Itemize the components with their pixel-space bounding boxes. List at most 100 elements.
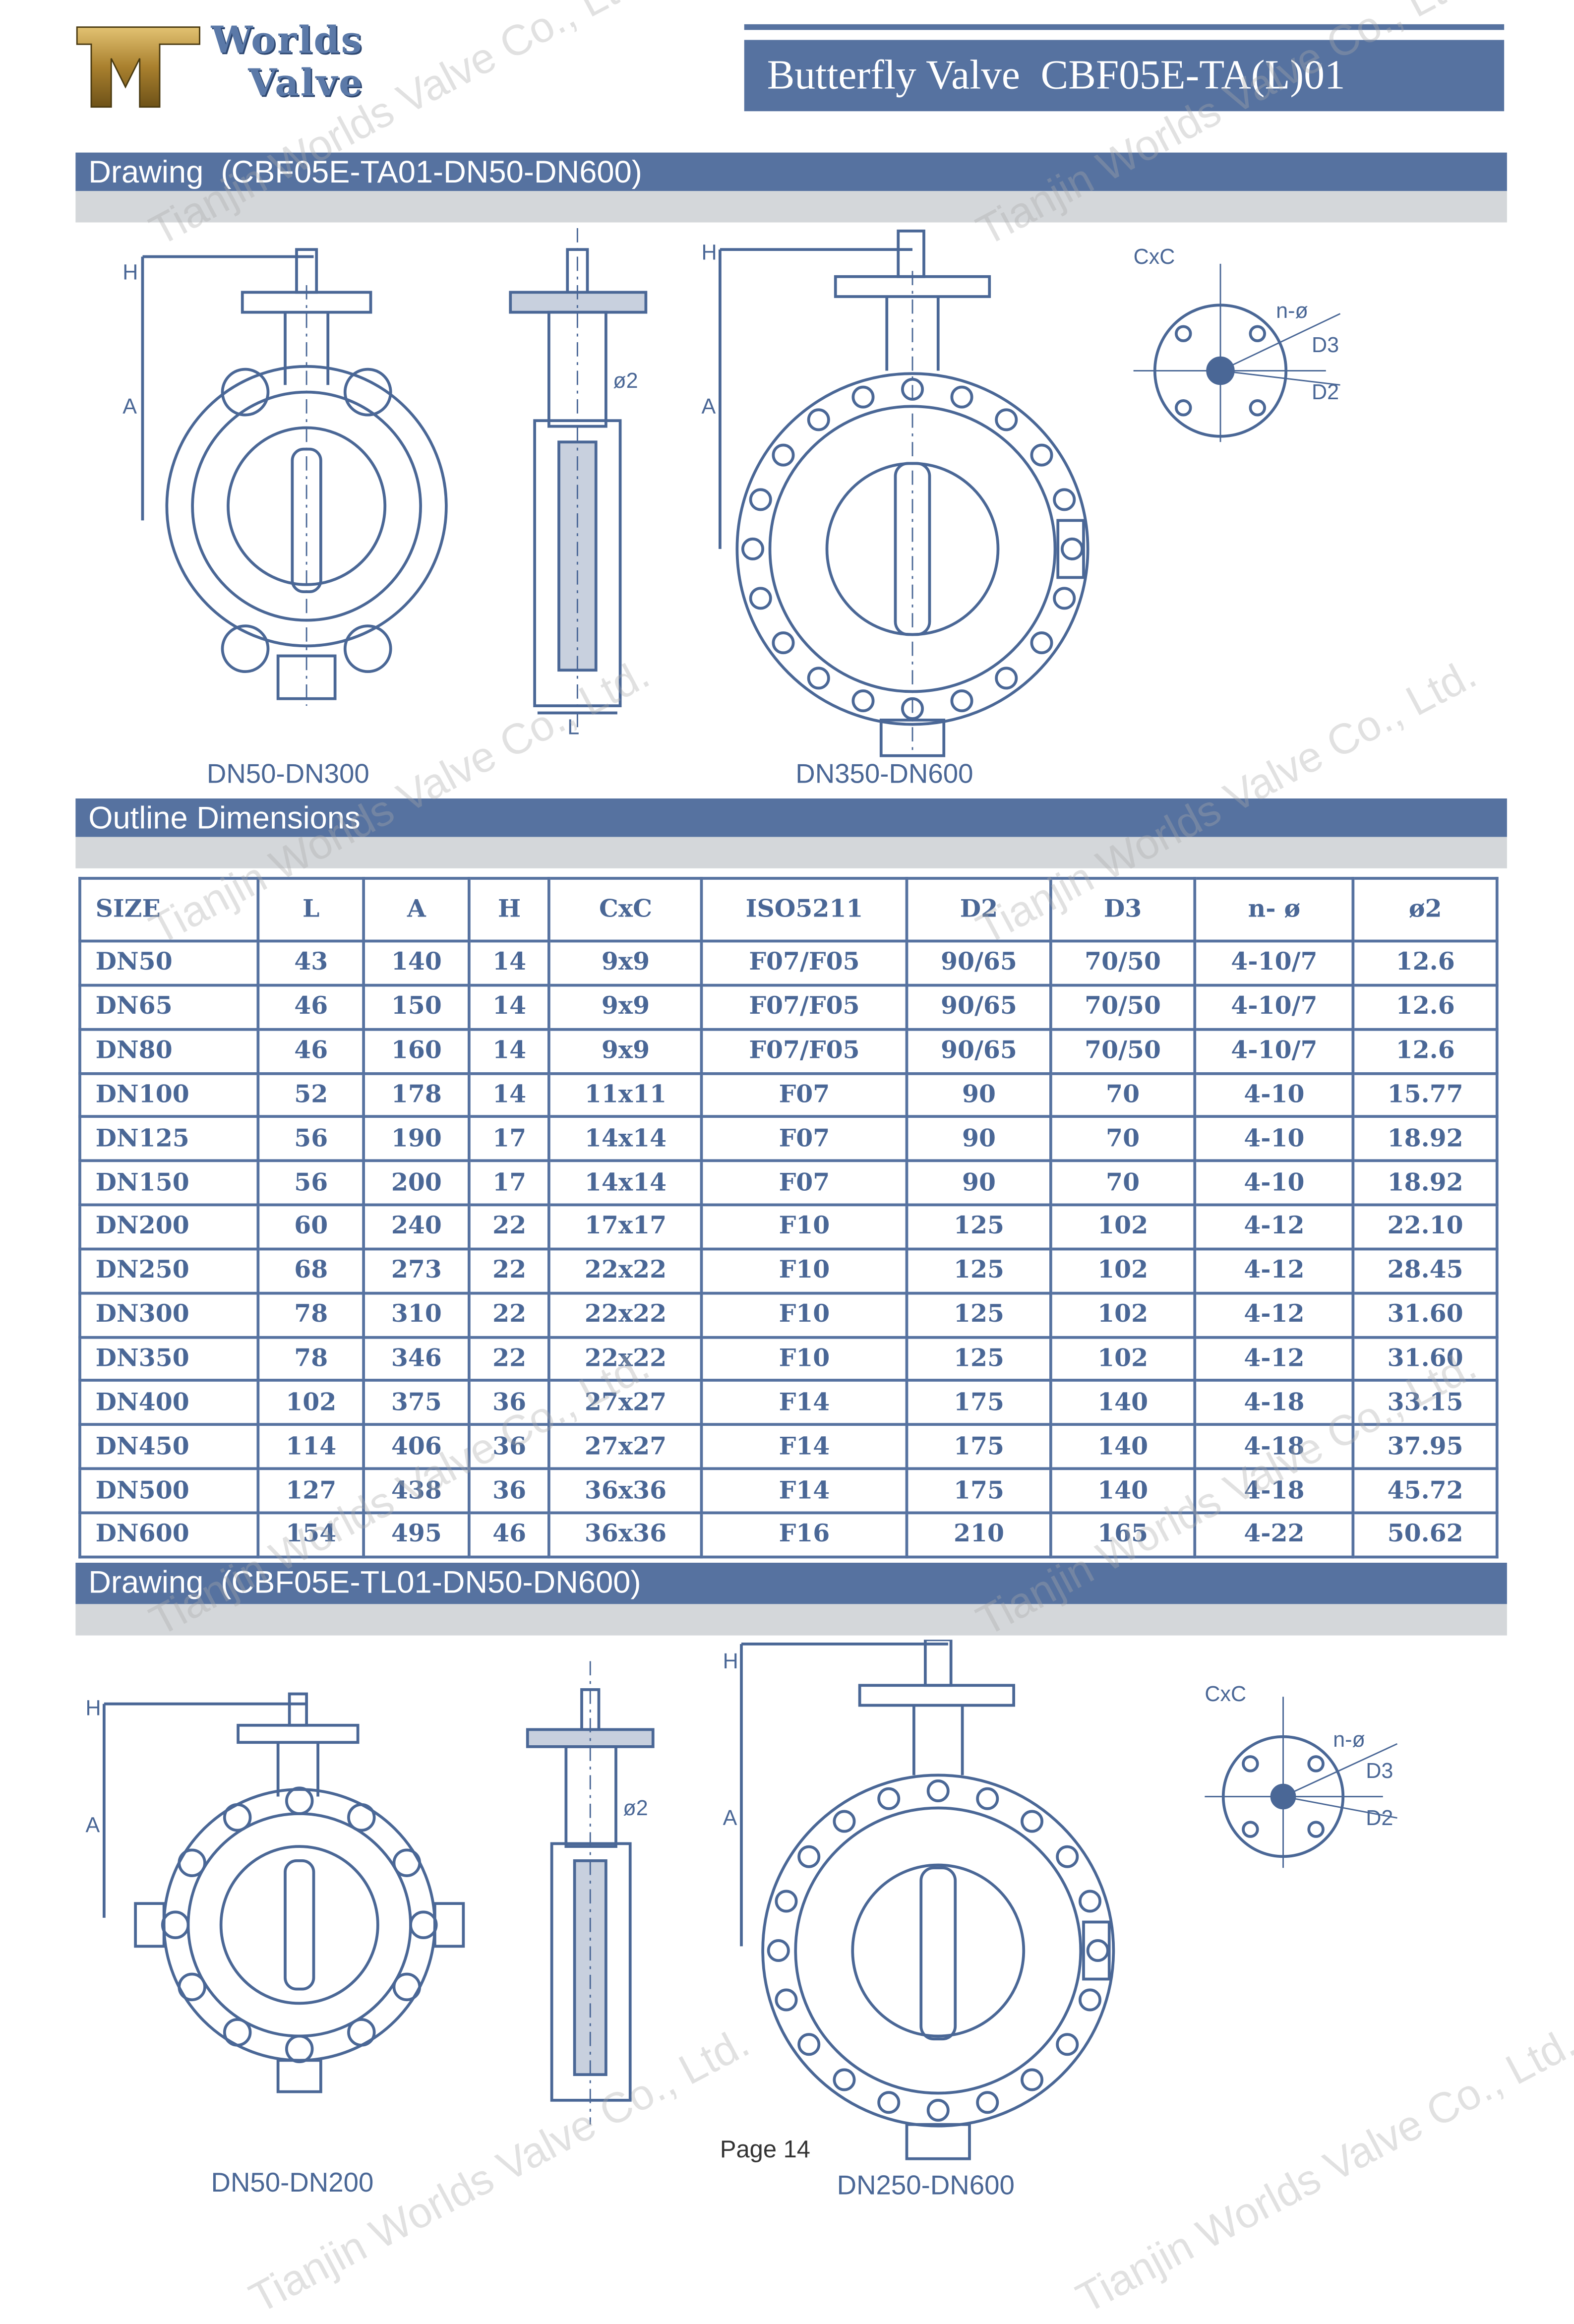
bolt-hole (1078, 1988, 1101, 2012)
table-cell: 14 (468, 1027, 551, 1075)
table-cell: F14 (700, 1379, 908, 1426)
table-cell: DN450 (78, 1423, 260, 1470)
table-cell: F07 (700, 1115, 908, 1162)
table-cell: 14x14 (548, 1115, 703, 1162)
table-cell: 438 (362, 1467, 471, 1515)
table-cell: 178 (362, 1071, 471, 1119)
table-cell: 90/65 (906, 939, 1052, 987)
table-cell: 102 (1049, 1291, 1197, 1339)
table-cell: 125 (906, 1247, 1052, 1294)
table-cell: 495 (362, 1511, 471, 1559)
table-cell: DN125 (78, 1115, 260, 1162)
table-cell: 33.15 (1352, 1379, 1499, 1426)
table-cell: 14x14 (548, 1160, 703, 1207)
table-cell: 36 (468, 1423, 551, 1470)
dim-h-label: H (122, 261, 138, 285)
table-cell: F14 (700, 1467, 908, 1515)
bolt-hole (775, 1988, 798, 2012)
table-cell: 4-12 (1193, 1291, 1355, 1339)
table-cell: 18.92 (1352, 1160, 1499, 1207)
table-cell: 68 (257, 1247, 365, 1294)
bolt-hole (851, 689, 875, 713)
table-cell: 190 (362, 1115, 471, 1162)
bolt-hole (392, 1848, 422, 1877)
bolt-hole (1061, 537, 1084, 560)
bolt-hole (767, 1939, 790, 1962)
logo-icon (76, 26, 200, 108)
bolt-hole (223, 1803, 252, 1832)
table-cell: 4-10/7 (1193, 1027, 1355, 1075)
table-cell: 12.6 (1352, 939, 1499, 987)
table-cell: 46 (468, 1511, 551, 1559)
bolt-hole (1021, 1810, 1044, 1833)
valve-front-drawing-small: H A (122, 248, 448, 706)
column-header: H (468, 877, 551, 943)
table-row: DN100 52 178 14 11x11 F07 90 70 4-10 15.77 (78, 1071, 1499, 1119)
table-cell: 90 (906, 1071, 1052, 1119)
title-rule (744, 24, 1505, 30)
table-row: DN400 102 375 36 27x27 F14 175 140 4-18 33.15 (78, 1379, 1499, 1426)
dim-a-label: A (122, 395, 137, 419)
bolt-hole (877, 1787, 901, 1810)
bolt-hole (1053, 488, 1076, 511)
table-cell: 22 (468, 1247, 551, 1294)
dim-n-phi-label-2: n-ø (1333, 1728, 1365, 1752)
table-cell: 4-12 (1193, 1247, 1355, 1294)
bolt-hole (976, 1787, 999, 1810)
table-cell: 70 (1049, 1071, 1197, 1119)
table-cell: F07 (700, 1071, 908, 1119)
drawing-caption-dn250-dn600: DN250-DN600 (837, 2171, 1015, 2202)
table-cell: 46 (257, 1027, 365, 1075)
bolt-hole (409, 1910, 438, 1939)
table-cell: 27x27 (548, 1379, 703, 1426)
dim-a-label-2: A (702, 395, 716, 419)
bolt-hole (807, 667, 830, 690)
table-cell: DN150 (78, 1160, 260, 1207)
bolt-hole (877, 2091, 901, 2114)
table-cell: 90 (906, 1160, 1052, 1207)
table-cell: DN300 (78, 1291, 260, 1339)
table-cell: 50.62 (1352, 1511, 1499, 1559)
bolt-hole (926, 1779, 950, 1802)
dim-cxc-label-2: CxC (1205, 1682, 1246, 1706)
table-cell: 175 (906, 1379, 1052, 1426)
table-cell: 36x36 (548, 1467, 703, 1515)
column-header: D2 (906, 877, 1052, 943)
table-row: DN80 46 160 14 9x9 F07/F05 90/65 70/50 4-10/7 12.… (78, 1027, 1499, 1075)
bolt-hole (285, 1786, 314, 1815)
table-cell: 4-10/7 (1193, 983, 1355, 1031)
logo-text: Worlds Valve (211, 20, 364, 106)
table-cell: 4-18 (1193, 1423, 1355, 1470)
table-cell: 90 (906, 1115, 1052, 1162)
table-cell: 31.60 (1352, 1335, 1499, 1383)
dim-d3-label-2: D3 (1366, 1759, 1393, 1783)
bolt-hole (741, 537, 764, 560)
table-cell: DN500 (78, 1467, 260, 1515)
table-cell: F10 (700, 1291, 908, 1339)
valve-front-drawing-tl-small: H A (86, 1692, 465, 2093)
table-cell: 273 (362, 1247, 471, 1294)
table-cell: 4-10/7 (1193, 939, 1355, 987)
table-cell: 17 (468, 1115, 551, 1162)
bolt-hole (392, 1972, 422, 2002)
table-cell: 56 (257, 1160, 365, 1207)
table-cell: 4-18 (1193, 1379, 1355, 1426)
bolt-hole (347, 1803, 376, 1832)
bolt-hole (950, 689, 973, 713)
table-cell: 4-12 (1193, 1335, 1355, 1383)
logo-line-1: Worlds (211, 20, 363, 63)
dim-d2-label: D2 (1312, 380, 1339, 404)
table-row: DN65 46 150 14 9x9 F07/F05 90/65 70/50 4-10/7 12.… (78, 983, 1499, 1031)
bolt-hole (223, 2018, 252, 2047)
table-cell: 346 (362, 1335, 471, 1383)
table-cell: 14 (468, 1071, 551, 1119)
table-cell: 22x22 (548, 1247, 703, 1294)
table-row: DN150 56 200 17 14x14 F07 90 70 4-10 18.92 (78, 1160, 1499, 1207)
table-cell: 200 (362, 1160, 471, 1207)
table-cell: DN400 (78, 1379, 260, 1426)
table-cell: F07/F05 (700, 1027, 908, 1075)
bolt-hole (285, 2034, 314, 2064)
table-cell: 310 (362, 1291, 471, 1339)
drawing-caption-dn50-dn200: DN50-DN200 (211, 2168, 374, 2199)
table-cell: 4-22 (1193, 1511, 1355, 1559)
